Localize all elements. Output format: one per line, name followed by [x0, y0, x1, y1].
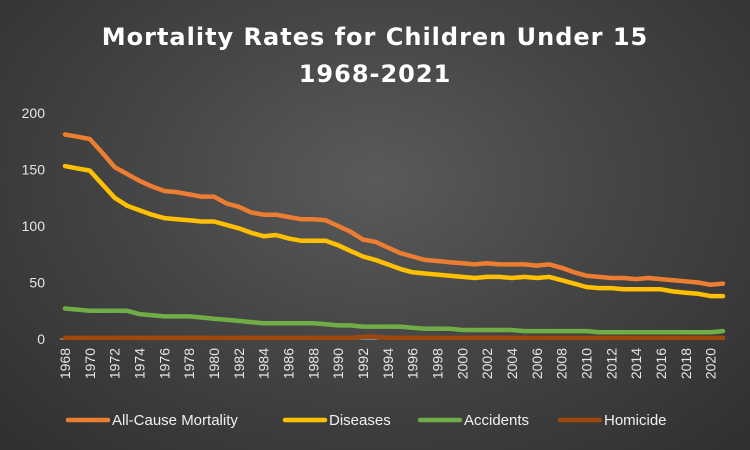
- x-tick-label: 2008: [554, 348, 570, 379]
- legend-label-homicide: Homicide: [604, 412, 667, 429]
- legend-label-accidents: Accidents: [464, 412, 529, 429]
- x-tick-label: 1970: [82, 348, 98, 379]
- legend-label-all-cause-mortality: All-Cause Mortality: [112, 412, 238, 429]
- x-tick-label: 2000: [454, 348, 470, 379]
- x-tick-label: 1988: [305, 348, 321, 379]
- x-tick-label: 2010: [578, 348, 594, 379]
- x-tick-label: 1982: [231, 348, 247, 379]
- x-tick-label: 2006: [529, 348, 545, 379]
- x-tick-label: 2004: [504, 348, 520, 379]
- x-tick-label: 1986: [280, 348, 296, 379]
- series-lines: [62, 132, 726, 341]
- legend-label-diseases: Diseases: [329, 412, 391, 429]
- x-tick-label: 2002: [479, 348, 495, 379]
- y-tick-label: 50: [29, 275, 45, 291]
- chart-title: Mortality Rates for Children Under 15: [102, 23, 649, 51]
- series-line-all-cause-mortality: [62, 132, 726, 288]
- x-tick-label: 1978: [181, 348, 197, 379]
- x-tick-label: 1972: [107, 348, 123, 379]
- chart-subtitle: 1968-2021: [299, 60, 452, 88]
- legend: All-Cause Mortality Diseases Accidents Homi…: [65, 412, 667, 429]
- x-tick-label: 2016: [653, 348, 669, 379]
- x-tick-label: 2018: [678, 348, 694, 379]
- x-tick-label: 2012: [603, 348, 619, 379]
- x-tick-label: 1998: [429, 348, 445, 379]
- x-tick-label: 1968: [57, 348, 73, 379]
- y-tick-label: 200: [22, 105, 46, 121]
- x-tick-label: 1974: [131, 348, 147, 379]
- series-line-homicide: [62, 334, 726, 341]
- y-tick-label: 100: [22, 218, 46, 234]
- x-tick-label: 1990: [330, 348, 346, 379]
- x-tick-label: 2014: [628, 348, 644, 379]
- x-tick-label: 2020: [703, 348, 719, 379]
- y-tick-label: 150: [22, 162, 46, 178]
- x-tick-label: 1994: [380, 348, 396, 379]
- series-line-accidents: [62, 306, 726, 335]
- x-tick-label: 1976: [156, 348, 172, 379]
- series-line-diseases: [62, 163, 726, 299]
- y-axis-ticks: 0 50 100 150 200: [22, 105, 46, 347]
- x-tick-label: 1984: [256, 348, 272, 379]
- y-tick-label: 0: [37, 331, 45, 347]
- x-axis-ticks: 1968 1970 1972 1974 1976 1978 1980 1982 1984 1986…: [57, 348, 719, 379]
- x-tick-label: 1980: [206, 348, 222, 379]
- x-tick-label: 1996: [405, 348, 421, 379]
- x-tick-label: 1992: [355, 348, 371, 379]
